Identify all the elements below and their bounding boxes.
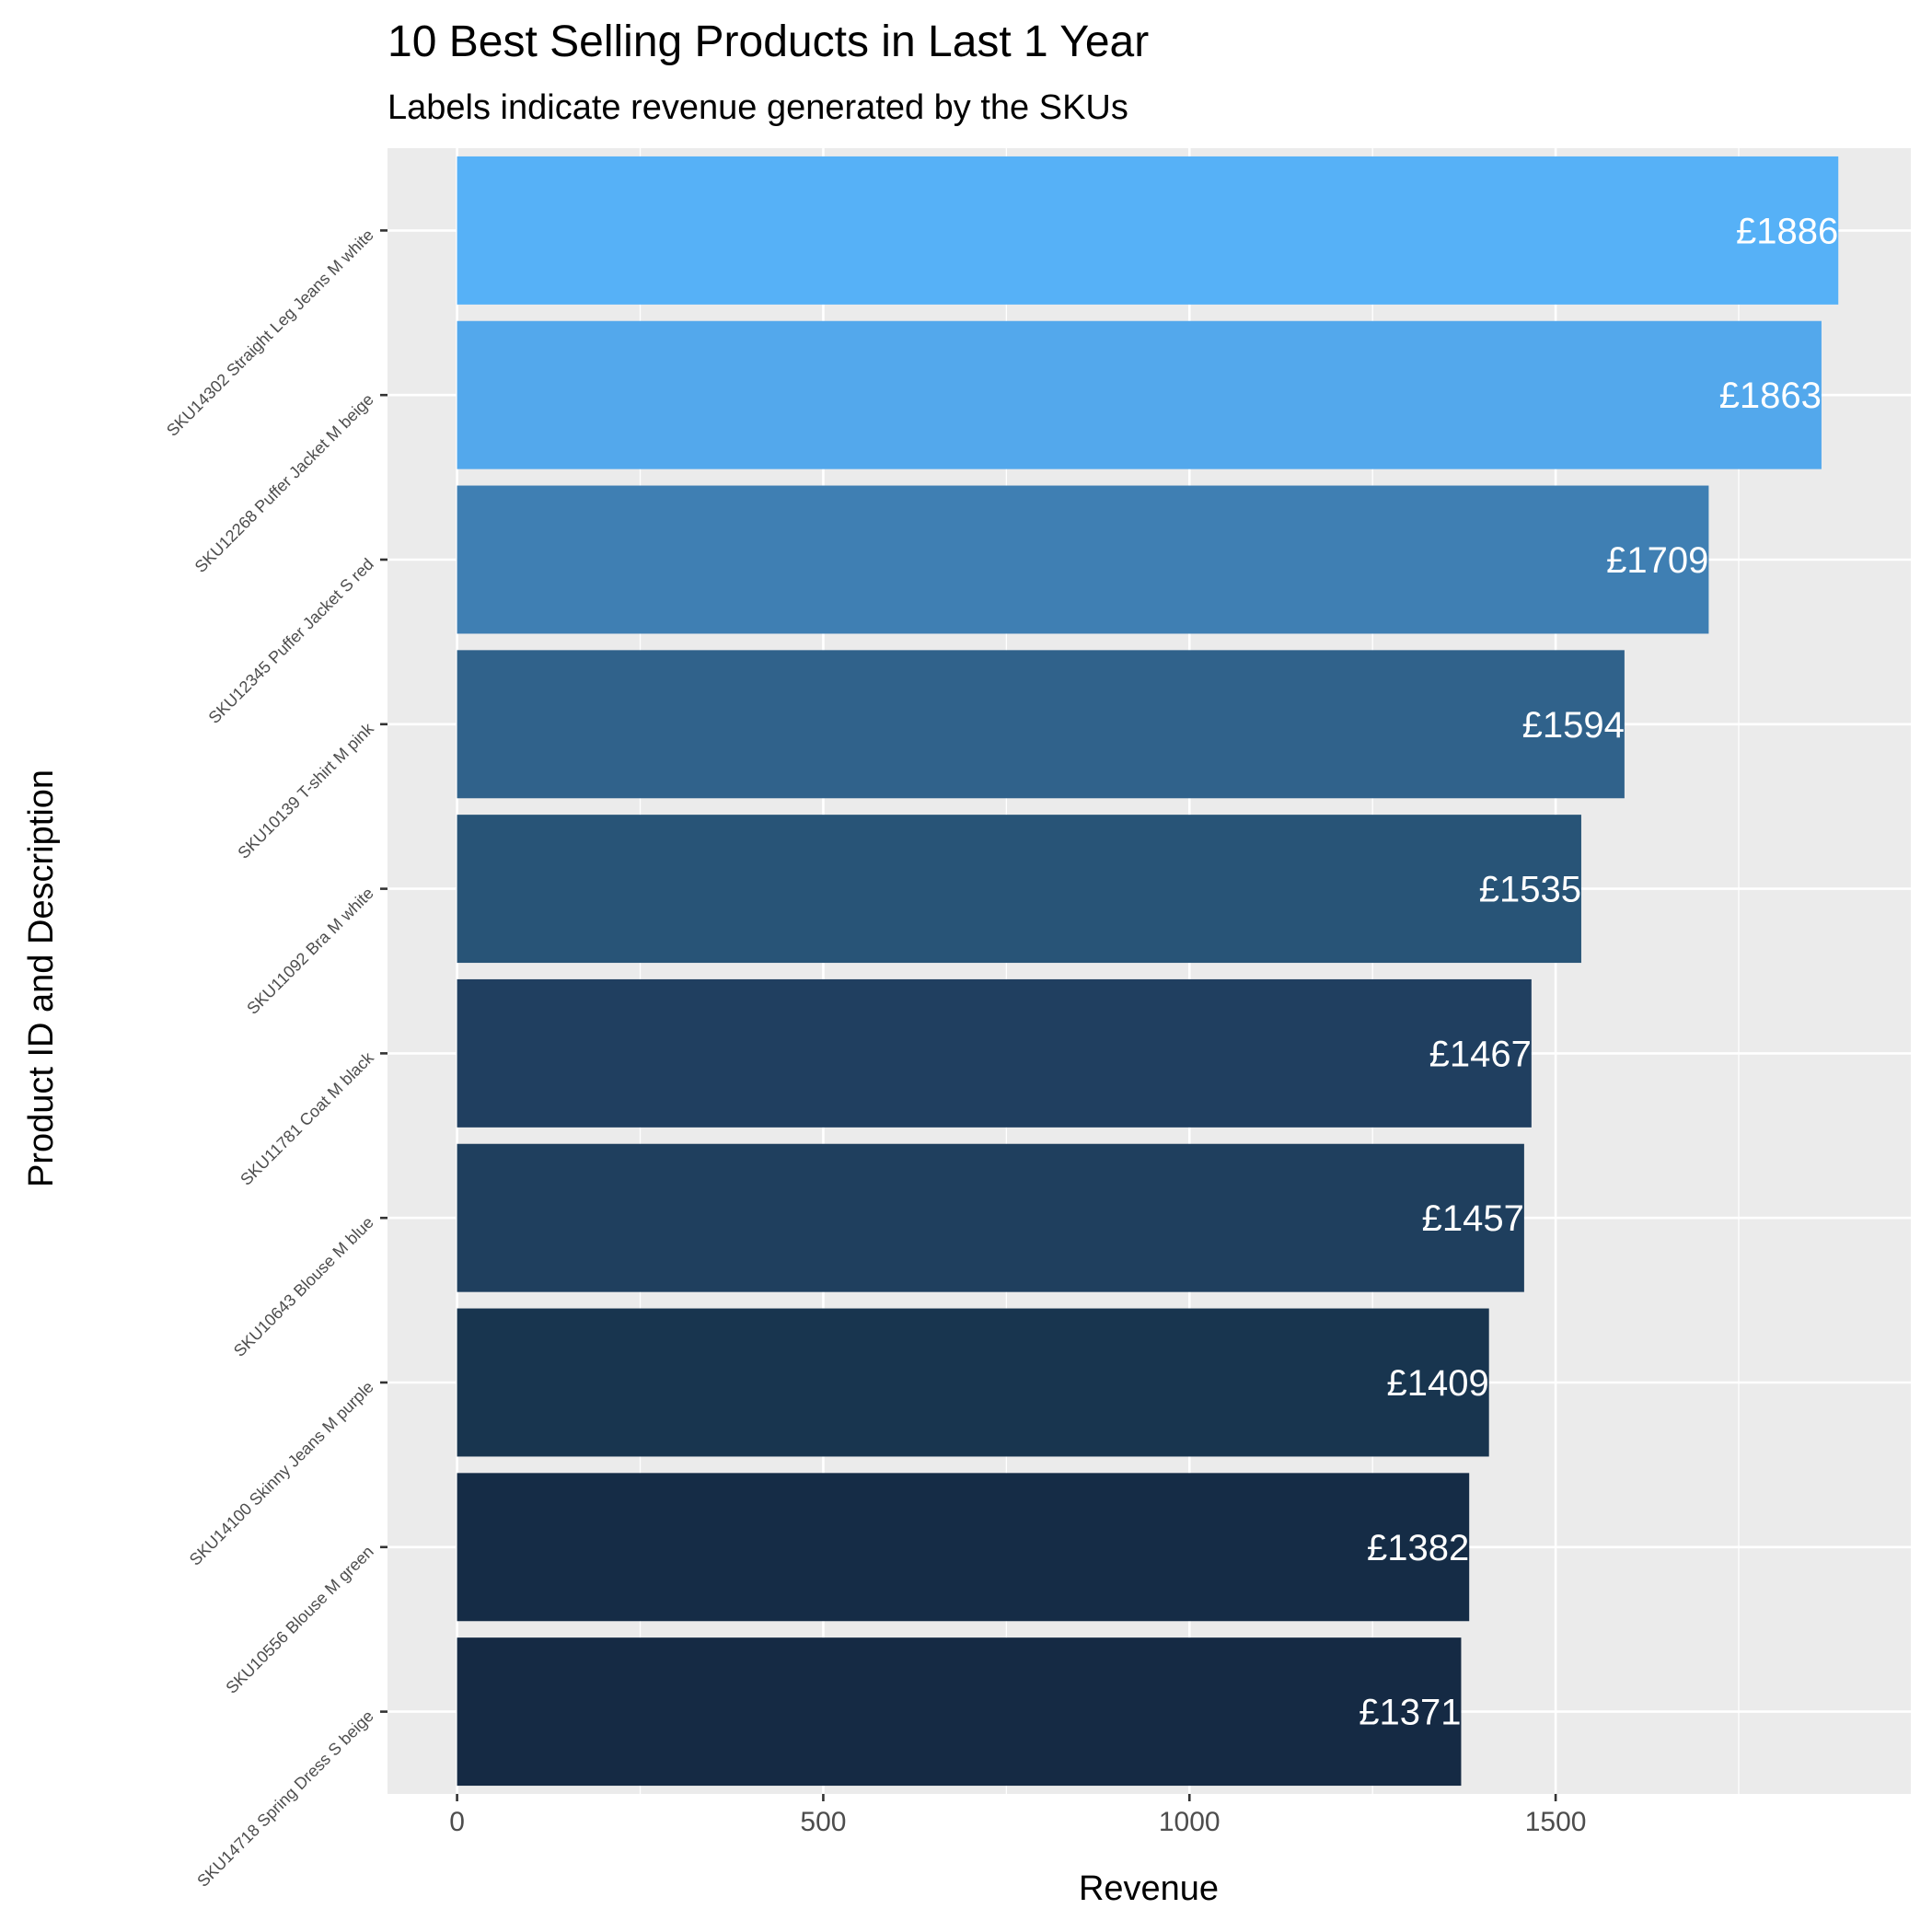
y-axis: SKU14302 Straight Leg Jeans M whiteSKU12… <box>163 226 388 1891</box>
bar <box>457 1637 1462 1787</box>
x-tick-label: 0 <box>449 1807 465 1837</box>
bar-value-label: £1457 <box>1422 1198 1524 1239</box>
x-axis-title: Revenue <box>1079 1869 1219 1908</box>
x-tick-label: 1500 <box>1525 1807 1587 1837</box>
y-tick-label: SKU10643 Blouse M blue <box>230 1213 377 1360</box>
y-axis-title: Product ID and Description <box>22 769 61 1187</box>
y-tick-label: SKU10556 Blouse M green <box>222 1542 376 1696</box>
y-tick-label: SKU11092 Bra M white <box>243 884 376 1017</box>
x-axis: 0 500 1000 1500 <box>449 1794 1586 1837</box>
y-tick-label: SKU12268 Puffer Jacket M beige <box>191 390 377 576</box>
bar <box>457 156 1839 305</box>
bar-value-label: £1382 <box>1367 1528 1469 1568</box>
bar-value-label: £1594 <box>1522 705 1625 746</box>
chart-title: 10 Best Selling Products in Last 1 Year <box>388 17 1149 66</box>
bar <box>457 978 1532 1128</box>
bar <box>457 485 1709 634</box>
y-tick-label: SKU10139 T-shirt M pink <box>234 719 377 862</box>
bar-value-label: £1409 <box>1386 1363 1488 1404</box>
bar-value-labels: £1886 £1863 £1709 £1594 £1535 £1467 £1457 £1409… <box>1359 211 1838 1732</box>
x-tick-label: 1000 <box>1159 1807 1221 1837</box>
y-tick-label: SKU14302 Straight Leg Jeans M white <box>163 226 377 440</box>
bar <box>457 320 1822 469</box>
chart-subtitle: Labels indicate revenue generated by the… <box>388 88 1128 127</box>
bar <box>457 1143 1524 1292</box>
bar <box>457 650 1625 799</box>
y-tick-label: SKU11781 Coat M black <box>237 1047 377 1188</box>
y-tick-label: SKU14100 Skinny Jeans M purple <box>186 1378 377 1569</box>
bar-value-label: £1467 <box>1429 1034 1532 1074</box>
bar-value-label: £1886 <box>1736 211 1838 251</box>
x-tick-label: 500 <box>800 1807 846 1837</box>
y-tick-label: SKU14718 Spring Dress S beige <box>193 1706 377 1891</box>
bar <box>457 815 1581 964</box>
y-tick-label: SKU12345 Puffer Jacket S red <box>205 555 377 727</box>
bars <box>457 156 1839 1787</box>
bar <box>457 1308 1489 1457</box>
bar-value-label: £1863 <box>1719 376 1822 416</box>
bar <box>457 1473 1470 1622</box>
bar-value-label: £1371 <box>1359 1693 1461 1733</box>
bar-value-label: £1709 <box>1606 540 1708 581</box>
bar-value-label: £1535 <box>1479 870 1581 910</box>
